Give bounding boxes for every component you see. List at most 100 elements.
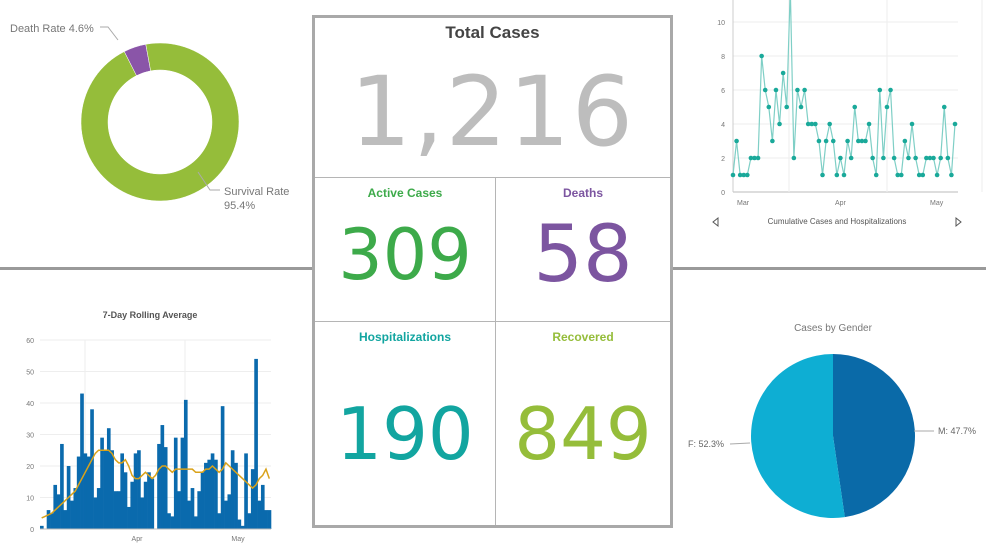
survival-rate-leader (197, 171, 220, 191)
data-point (809, 121, 815, 127)
data-point (913, 155, 918, 161)
data-point (927, 155, 933, 161)
bar (217, 513, 222, 529)
hospitalizations-label: Hospitalizations (358, 330, 451, 344)
bar (117, 491, 121, 529)
bar (53, 484, 58, 529)
bar (56, 494, 61, 529)
y-tick-label: 0 (721, 190, 725, 197)
bar (244, 453, 248, 529)
y-tick-label: 60 (26, 338, 34, 345)
data-point (770, 138, 775, 144)
deaths-value: 58 (533, 210, 633, 300)
bar (70, 500, 74, 529)
active-cases-card: Active Cases 309 (315, 178, 496, 322)
bar (133, 453, 138, 529)
line-chart-title: Cumulative Cases and Hospitalizations (768, 217, 907, 226)
data-point (784, 104, 790, 110)
pie-slice-0 (833, 354, 916, 518)
bar (50, 513, 54, 529)
data-point (866, 121, 872, 127)
death-rate-leader (100, 26, 119, 41)
data-point (834, 172, 840, 178)
data-point (934, 172, 940, 178)
rolling-average-line (41, 449, 271, 519)
bar (210, 453, 215, 529)
y-tick-label: 50 (26, 370, 34, 377)
data-point (895, 172, 901, 178)
data-point (852, 104, 858, 110)
bar (96, 488, 101, 529)
line-series (732, 0, 956, 176)
pie-slice-1 (751, 354, 845, 518)
total-cases-label: Total Cases (445, 23, 540, 42)
bar (140, 497, 145, 529)
bar (83, 453, 88, 529)
total-cases-card: Total Cases 1,216 (315, 18, 670, 178)
bar (247, 513, 252, 529)
bar (190, 488, 195, 529)
bar (123, 472, 128, 529)
chevron-right-icon[interactable] (955, 216, 962, 228)
data-point (759, 53, 764, 59)
data-point (737, 172, 743, 178)
cumulative-line-chart: 0 2 4 6 8 10 Mar Apr May Cumulative Cases and Ho… (712, 0, 983, 228)
bar (120, 453, 124, 529)
bar (214, 459, 218, 529)
bar (170, 516, 175, 529)
data-point (938, 155, 943, 161)
bar (180, 437, 185, 529)
bar-chart-title: 7-Day Rolling Average (103, 310, 198, 320)
survival-rate-value: 95.4% (224, 200, 255, 212)
x-tick-label: Mar (737, 200, 750, 207)
death-rate-donut-chart: Death Rate 4.6% Survival Rate 95.4% (10, 23, 289, 212)
divider-right (670, 267, 986, 270)
recovered-label: Recovered (552, 330, 614, 344)
survival-rate-label: Survival Rate (224, 186, 289, 198)
bar (160, 425, 165, 529)
y-tick-label: 10 (26, 496, 34, 503)
bar (76, 456, 81, 529)
data-point (823, 138, 829, 144)
bar (250, 469, 255, 529)
y-tick-label: 20 (26, 464, 34, 471)
x-tick-label: May (930, 200, 944, 207)
hospitalizations-card: Hospitalizations 190 (315, 322, 496, 525)
chevron-left-icon[interactable] (712, 216, 719, 228)
data-point (830, 138, 836, 144)
bar (267, 510, 272, 529)
data-point (802, 87, 807, 93)
data-point (752, 155, 757, 161)
bar (177, 491, 181, 529)
bar (207, 459, 212, 529)
bar (86, 456, 91, 529)
bar (113, 491, 118, 529)
y-tick-label: 0 (30, 527, 34, 534)
bar (147, 472, 151, 529)
data-point (949, 172, 954, 178)
bar (46, 510, 51, 529)
y-tick-label: 30 (26, 433, 34, 440)
data-point (798, 104, 804, 110)
bar (234, 462, 238, 529)
data-point (845, 138, 850, 144)
data-point (931, 155, 936, 161)
bar (254, 358, 258, 529)
data-point (848, 155, 854, 161)
data-point (820, 172, 825, 178)
data-point (730, 172, 736, 178)
bar (157, 443, 161, 529)
y-tick-label: 2 (721, 156, 725, 163)
divider-left (0, 267, 312, 270)
data-point (902, 138, 908, 144)
rolling-average-bar-chart: 7-Day Rolling Average 0 10 20 30 40 50 60 Apr Ma… (26, 310, 272, 543)
data-point (898, 172, 904, 178)
data-point (841, 172, 847, 178)
data-point (777, 121, 782, 127)
bar (150, 478, 155, 529)
data-point (755, 155, 761, 161)
bar (93, 497, 98, 529)
hospitalizations-value: 190 (336, 392, 474, 476)
data-point (780, 70, 786, 76)
data-point (745, 172, 750, 178)
